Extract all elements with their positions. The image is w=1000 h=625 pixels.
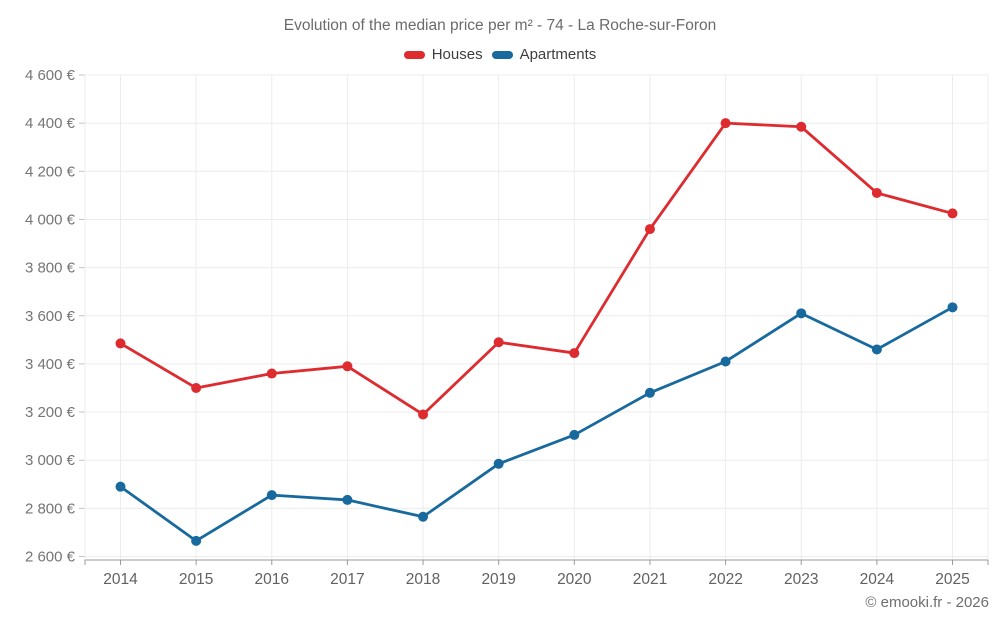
legend-item-apartments[interactable]: Apartments	[491, 46, 597, 63]
apartments-point-2016[interactable]	[266, 490, 277, 501]
legend-item-houses[interactable]: Houses	[403, 46, 483, 63]
y-axis-tick-label: 4 600 €	[25, 67, 76, 84]
x-axis-tick-label: 2014	[103, 571, 138, 588]
legend-label-houses: Houses	[431, 46, 483, 63]
houses-point-2014[interactable]	[115, 338, 126, 349]
apartments-point-2024[interactable]	[871, 344, 882, 355]
x-axis-tick-label: 2022	[708, 571, 742, 588]
x-axis-tick-label: 2017	[330, 571, 364, 588]
houses-point-2018[interactable]	[418, 409, 429, 420]
y-axis-tick-label: 2 800 €	[25, 500, 76, 517]
x-axis-tick-label: 2023	[784, 571, 818, 588]
houses-point-2017[interactable]	[342, 361, 353, 372]
x-axis-tick-label: 2025	[935, 571, 969, 588]
y-axis-tick-label: 2 600 €	[25, 549, 76, 566]
houses-point-2025[interactable]	[947, 208, 958, 219]
houses-point-2020[interactable]	[569, 348, 580, 359]
apartments-point-2018[interactable]	[418, 511, 429, 522]
x-axis-tick-label: 2020	[557, 571, 592, 588]
chart-legend: Houses Apartments	[0, 46, 1000, 63]
y-axis-tick-label: 3 400 €	[25, 356, 76, 373]
apartments-line	[119, 305, 954, 543]
houses-legend-swatch-icon	[403, 50, 425, 59]
houses-point-2021[interactable]	[644, 224, 655, 235]
houses-point-2023[interactable]	[796, 121, 807, 132]
x-axis-tick-label: 2024	[860, 571, 895, 588]
y-axis-tick-label: 3 200 €	[25, 404, 76, 421]
legend-label-apartments: Apartments	[519, 46, 597, 63]
houses-line	[119, 121, 954, 416]
apartments-point-2020[interactable]	[569, 429, 580, 440]
y-axis-tick-label: 4 400 €	[25, 115, 76, 132]
x-axis-tick-label: 2021	[633, 571, 667, 588]
houses-point-2016[interactable]	[266, 368, 277, 379]
y-axis-tick-label: 3 000 €	[25, 452, 76, 469]
apartments-point-2014[interactable]	[115, 481, 126, 492]
apartments-legend-swatch-icon	[491, 50, 513, 59]
x-axis-tick-label: 2018	[406, 571, 440, 588]
apartments-point-2022[interactable]	[720, 356, 731, 367]
x-axis-tick-label: 2015	[179, 571, 213, 588]
houses-point-2019[interactable]	[493, 337, 504, 348]
houses-point-2022[interactable]	[720, 118, 731, 129]
y-axis-tick-label: 3 800 €	[25, 260, 76, 277]
y-axis-tick-label: 4 000 €	[25, 211, 76, 228]
apartments-point-2015[interactable]	[191, 535, 202, 546]
apartments-point-2019[interactable]	[493, 458, 504, 469]
footer-credit: © emooki.fr - 2026	[865, 594, 989, 611]
x-axis-tick-label: 2019	[481, 571, 515, 588]
y-axis-tick-label: 4 200 €	[25, 163, 76, 180]
apartments-point-2025[interactable]	[947, 302, 958, 313]
apartments-point-2017[interactable]	[342, 494, 353, 505]
y-axis-tick-label: 3 600 €	[25, 308, 76, 325]
chart-title: Evolution of the median price per m² - 7…	[283, 17, 717, 34]
apartments-point-2023[interactable]	[796, 308, 807, 319]
houses-point-2024[interactable]	[871, 187, 882, 198]
x-axis-tick-label: 2016	[255, 571, 289, 588]
houses-point-2015[interactable]	[191, 382, 202, 393]
apartments-point-2021[interactable]	[644, 387, 655, 398]
